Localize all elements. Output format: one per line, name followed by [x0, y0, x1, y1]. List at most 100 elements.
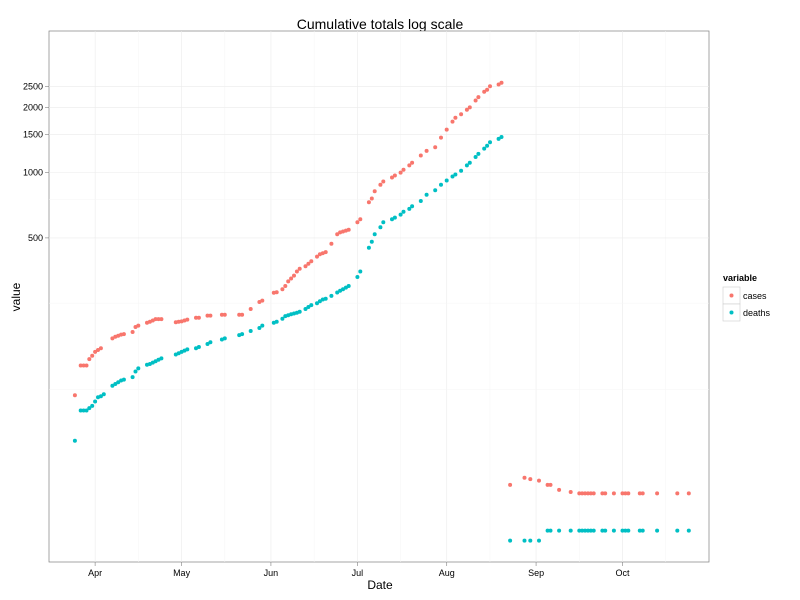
cases-point: [260, 298, 265, 303]
cases-point: [482, 89, 487, 94]
cases-point: [611, 491, 616, 496]
cases-point: [274, 290, 279, 295]
data-points: [72, 80, 691, 543]
cases-point: [303, 264, 308, 269]
deaths-point: [317, 299, 322, 304]
deaths-point: [274, 319, 279, 324]
cases-point: [237, 312, 242, 317]
x-tick-label: Jul: [352, 568, 364, 578]
cases-point: [121, 332, 126, 337]
cases-point: [686, 491, 691, 496]
cases-point: [378, 182, 383, 187]
deaths-point: [600, 528, 605, 533]
x-axis: Apr May Jun Jul Aug Sep Oct: [88, 562, 630, 578]
cases-point: [401, 167, 406, 172]
cases-point: [306, 261, 311, 266]
deaths-point: [496, 136, 501, 141]
cases-point: [557, 487, 562, 492]
cases-point: [78, 363, 83, 368]
deaths-point: [485, 143, 490, 148]
deaths-point: [410, 204, 415, 209]
deaths-point: [611, 528, 616, 533]
cases-point: [289, 276, 294, 281]
deaths-point: [424, 192, 429, 197]
cases-point: [424, 148, 429, 153]
deaths-point: [346, 284, 351, 288]
deaths-point: [476, 151, 481, 156]
deaths-point: [280, 316, 285, 321]
cases-point: [194, 315, 198, 320]
cases-point: [240, 312, 245, 317]
cases-point: [294, 269, 299, 274]
deaths-point: [603, 528, 608, 533]
cases-point: [528, 477, 533, 482]
deaths-point: [537, 538, 541, 543]
x-tick-label: Oct: [616, 568, 631, 578]
cases-point: [640, 491, 645, 496]
cases-point: [418, 153, 423, 158]
deaths-point: [208, 340, 213, 345]
cases-point: [309, 259, 314, 264]
cases-point: [283, 284, 288, 288]
cases-point: [620, 491, 625, 496]
deaths-point: [586, 528, 590, 533]
cases-point: [453, 115, 458, 120]
deaths-point: [329, 293, 334, 298]
deaths-point: [418, 199, 423, 203]
cases-point: [655, 491, 660, 496]
cases-point: [496, 82, 501, 87]
deaths-point: [401, 209, 406, 214]
x-tick-label: Aug: [439, 568, 455, 578]
deaths-point: [392, 215, 397, 220]
deaths-point: [309, 303, 314, 308]
deaths-point: [508, 538, 513, 543]
plot-area: [48, 30, 710, 563]
deaths-point: [557, 528, 562, 533]
cases-point: [159, 317, 164, 322]
cases-point: [398, 170, 403, 175]
deaths-point: [121, 377, 126, 382]
deaths-point: [87, 406, 92, 411]
deaths-point: [205, 342, 210, 346]
deaths-point: [545, 528, 550, 533]
cases-point: [90, 353, 95, 358]
grid: [49, 31, 709, 562]
cases-point: [488, 84, 492, 89]
cases-point: [588, 491, 593, 496]
deaths-point: [488, 140, 492, 145]
deaths-point: [568, 528, 573, 533]
cases-point: [450, 119, 455, 124]
deaths-point: [93, 399, 98, 404]
cases-point: [623, 491, 628, 496]
cases-point: [329, 241, 334, 246]
deaths-point: [136, 366, 141, 371]
cases-point: [548, 482, 553, 487]
cases-point: [315, 254, 319, 259]
deaths-point: [306, 305, 311, 309]
deaths-point: [358, 269, 363, 274]
cases-point: [219, 312, 224, 317]
deaths-point: [528, 538, 533, 543]
cases-point: [222, 312, 227, 317]
cases-point: [369, 196, 374, 201]
deaths-point: [686, 528, 691, 533]
deaths-point: [655, 528, 660, 533]
deaths-point: [623, 528, 628, 533]
legend-title: variable: [723, 273, 757, 283]
cases-point: [72, 393, 77, 398]
cases-point: [381, 179, 386, 184]
deaths-point: [196, 345, 201, 349]
cases-point: [84, 363, 89, 368]
cases-point: [248, 307, 253, 311]
deaths-point: [78, 408, 83, 413]
legend-marker-deaths: [729, 310, 734, 315]
cases-point: [410, 160, 415, 165]
deaths-point: [81, 408, 86, 413]
cases-point: [439, 135, 443, 140]
y-tick-label: 1000: [23, 168, 43, 178]
cases-point: [467, 105, 472, 110]
cases-point: [98, 346, 103, 351]
cases-point: [508, 482, 513, 487]
cases-point: [522, 475, 527, 480]
deaths-point: [133, 369, 138, 374]
